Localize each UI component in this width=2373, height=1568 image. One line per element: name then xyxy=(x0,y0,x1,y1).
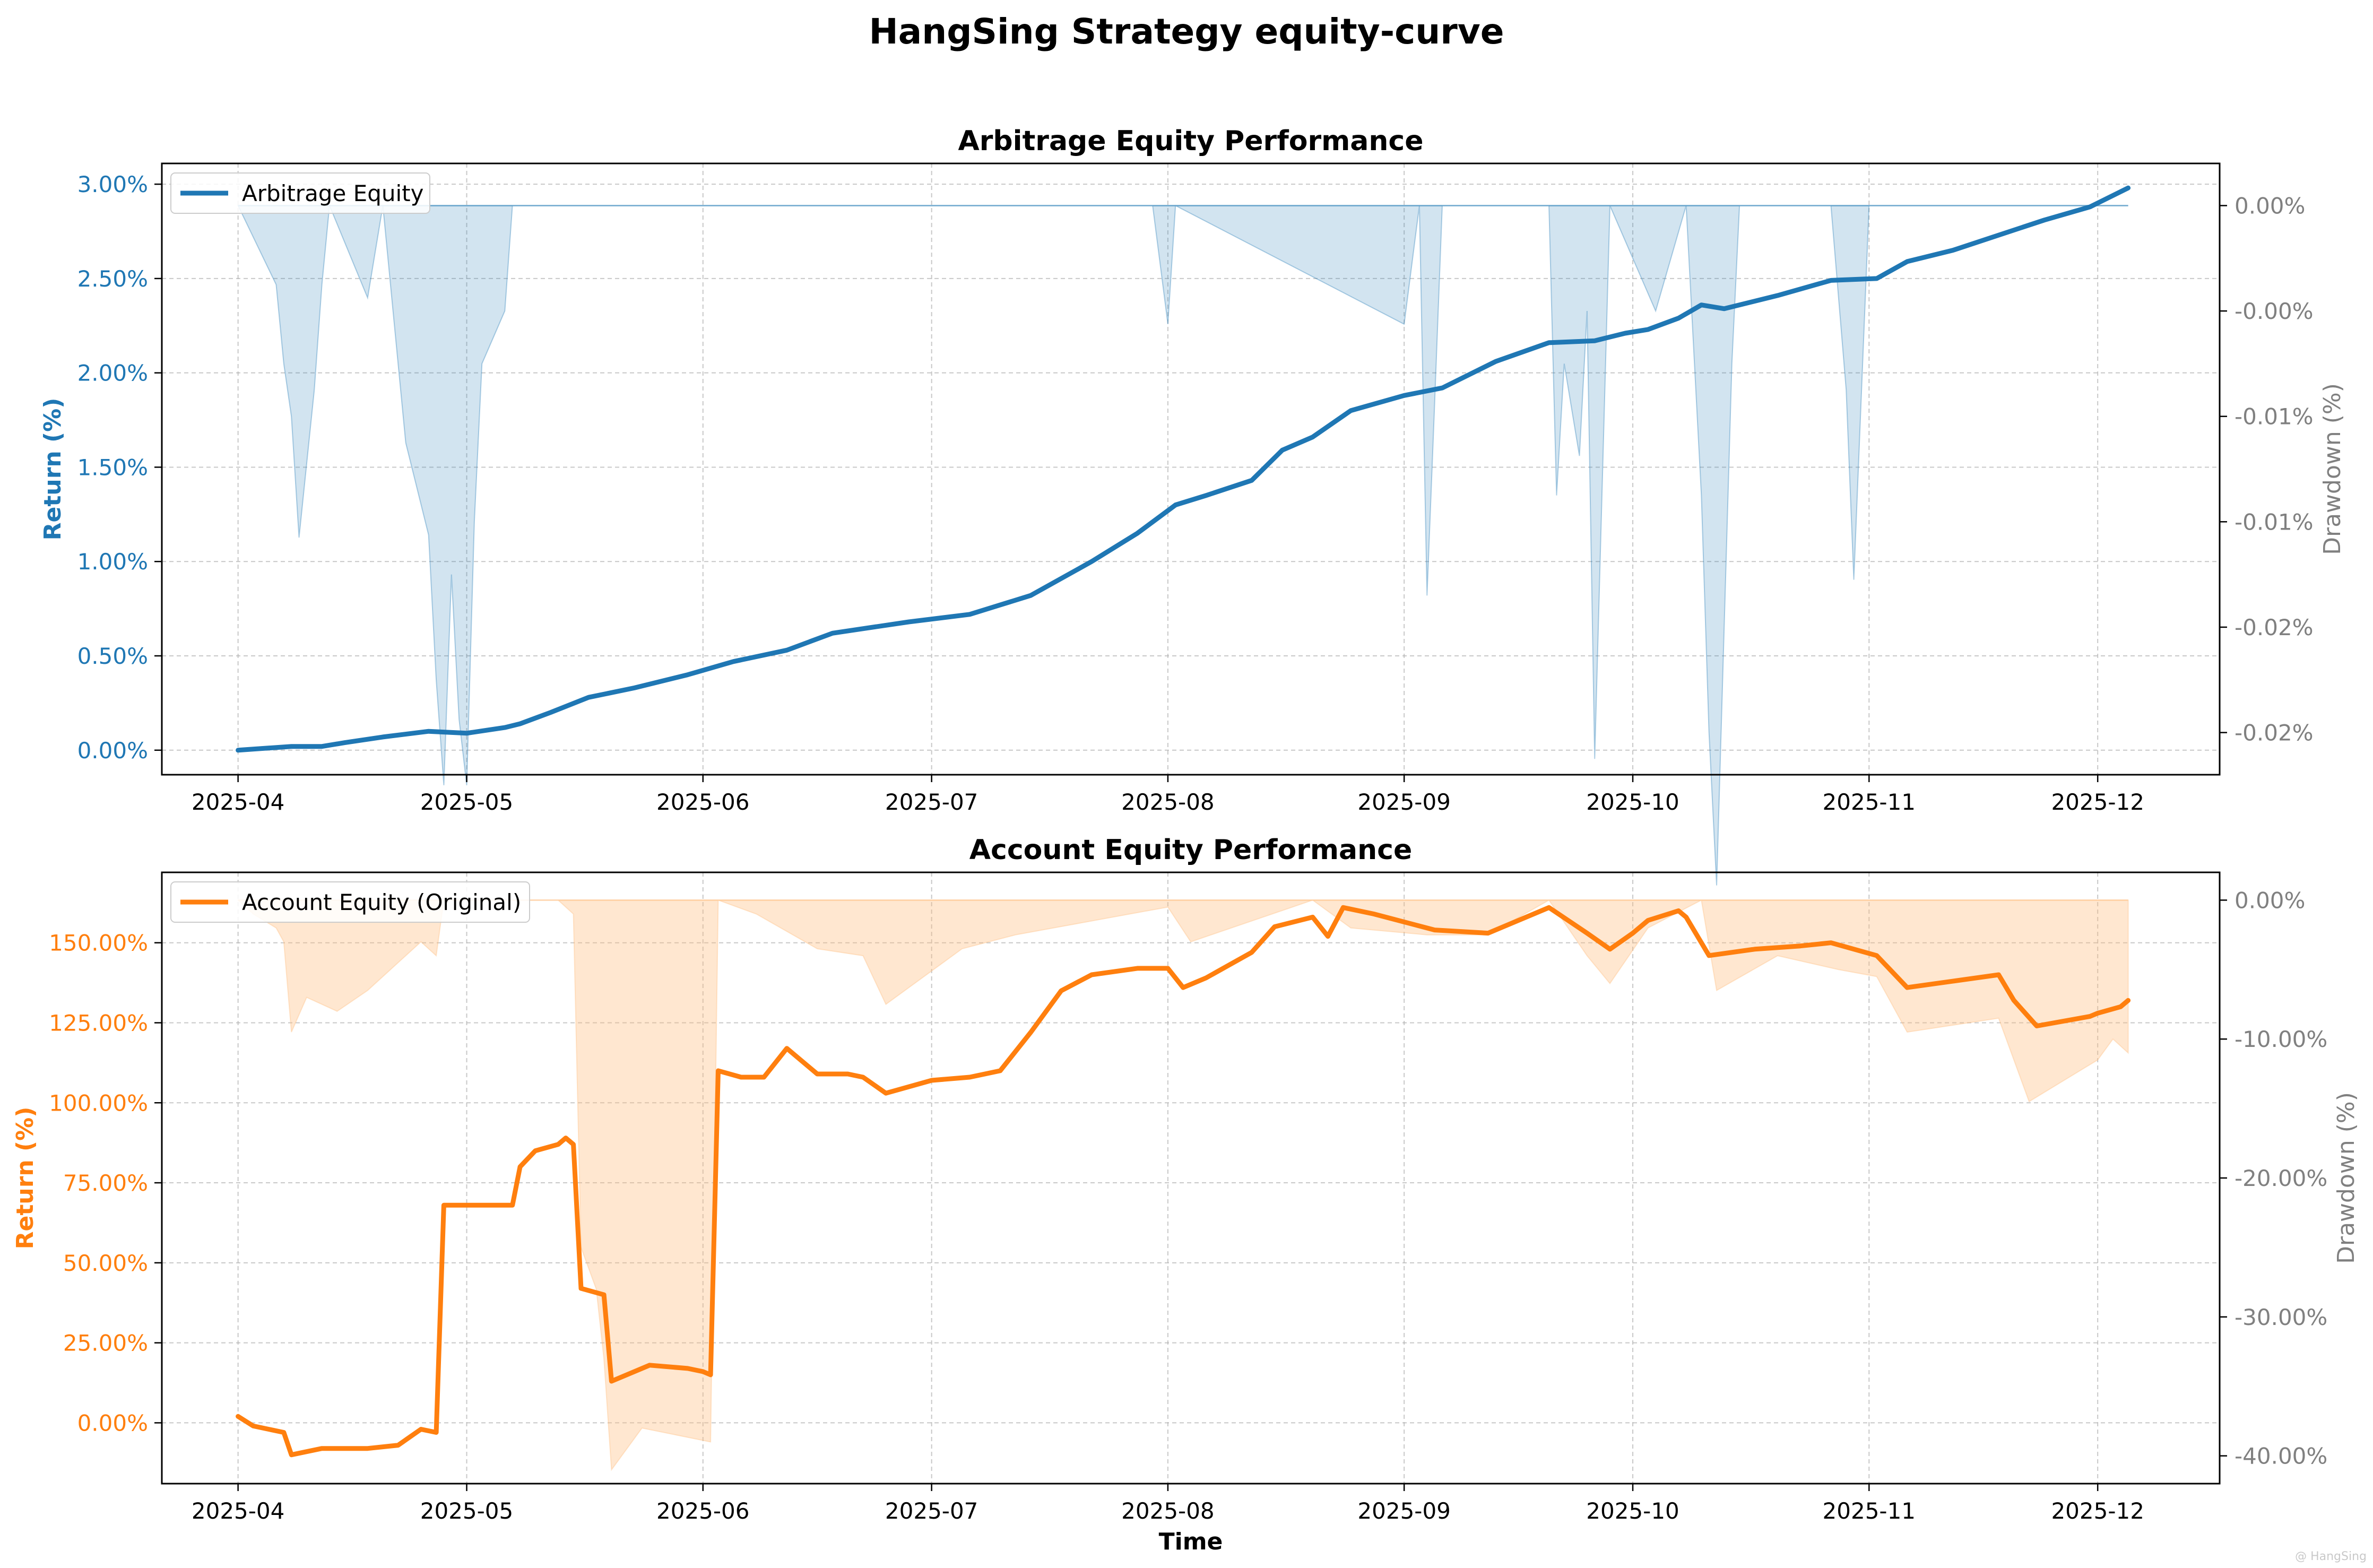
y-tick-label: 1.50% xyxy=(77,454,148,480)
x-tick-label: 2025-12 xyxy=(2051,789,2144,815)
account-y-axis-label: Return (%) xyxy=(12,1107,39,1250)
y-tick-label: 100.00% xyxy=(49,1090,148,1116)
x-tick-label: 2025-08 xyxy=(1121,1498,1215,1524)
y-tick-label: 2.00% xyxy=(77,360,148,386)
x-tick-label: 2025-07 xyxy=(885,789,978,815)
account-panel-title: Account Equity Performance xyxy=(969,834,1412,866)
account-right-y-axis: 0.00% -10.00% -20.00% -30.00% -40.00% xyxy=(2220,887,2327,1469)
x-tick-label: 2025-09 xyxy=(1357,789,1451,815)
y-tick-label: 25.00% xyxy=(63,1330,148,1356)
arbitrage-y-axis-label: Return (%) xyxy=(39,398,66,541)
x-tick-label: 2025-12 xyxy=(2051,1498,2144,1524)
account-equity-panel: Account Equity Performance 2025-04 2025-0… xyxy=(12,834,2360,1555)
x-tick-label: 2025-07 xyxy=(885,1498,978,1524)
y2-tick-label: -10.00% xyxy=(2235,1026,2327,1052)
arbitrage-x-axis: 2025-04 2025-05 2025-06 2025-07 2025-08 2025-… xyxy=(192,775,2144,815)
y2-tick-label: -0.02% xyxy=(2235,720,2314,746)
y2-tick-label: 0.00% xyxy=(2235,193,2305,219)
legend-label-arbitrage: Arbitrage Equity xyxy=(242,180,423,206)
y2-tick-label: -0.01% xyxy=(2235,509,2314,535)
x-tick-label: 2025-10 xyxy=(1586,789,1679,815)
y-tick-label: 0.00% xyxy=(77,738,148,764)
arbitrage-panel-title: Arbitrage Equity Performance xyxy=(958,125,1424,157)
x-tick-label: 2025-11 xyxy=(1823,1498,1916,1524)
y2-tick-label: -0.02% xyxy=(2235,614,2314,640)
arbitrage-right-y-axis: 0.00% -0.00% -0.01% -0.01% -0.02% -0.02% xyxy=(2220,193,2314,746)
watermark: @ HangSing xyxy=(2295,1550,2367,1563)
arbitrage-gridlines xyxy=(162,163,2220,775)
arbitrage-left-y-axis: 0.00% 0.50% 1.00% 1.50% 2.00% 2.50% 3.00% xyxy=(77,171,162,764)
account-legend: Account Equity (Original) xyxy=(170,881,530,923)
arbitrage-drawdown-area xyxy=(237,204,2128,886)
x-tick-label: 2025-05 xyxy=(420,789,514,815)
y-tick-label: 125.00% xyxy=(49,1010,148,1036)
equity-line xyxy=(236,905,2131,1458)
y-tick-label: 75.00% xyxy=(63,1170,148,1196)
x-tick-label: 2025-04 xyxy=(192,789,285,815)
x-axis-label: Time xyxy=(1159,1528,1223,1555)
arbitrage-legend: Arbitrage Equity xyxy=(170,172,430,214)
y-tick-label: 0.50% xyxy=(77,643,148,669)
account-left-y-axis: 0.00% 25.00% 50.00% 75.00% 100.00% 125.00% 150… xyxy=(49,930,162,1436)
x-tick-label: 2025-09 xyxy=(1357,1498,1451,1524)
x-tick-label: 2025-05 xyxy=(420,1498,514,1524)
figure-title: HangSing Strategy equity-curve xyxy=(869,11,1504,52)
y-tick-label: 1.00% xyxy=(77,549,148,575)
x-tick-label: 2025-06 xyxy=(656,789,750,815)
y2-tick-label: -30.00% xyxy=(2235,1304,2327,1330)
x-tick-label: 2025-08 xyxy=(1121,789,1215,815)
y2-tick-label: -20.00% xyxy=(2235,1165,2327,1191)
y2-tick-label: 0.00% xyxy=(2235,887,2305,913)
y2-tick-label: -40.00% xyxy=(2235,1443,2327,1469)
y2-tick-label: -0.00% xyxy=(2235,298,2314,324)
y-tick-label: 50.00% xyxy=(63,1250,148,1276)
arbitrage-drawdown-axis-label: Drawdown (%) xyxy=(2319,383,2346,555)
account-drawdown-axis-label: Drawdown (%) xyxy=(2333,1092,2360,1264)
arbitrage-equity-panel: Arbitrage Equity Performance 2025-04 2025… xyxy=(39,125,2346,886)
y-tick-label: 150.00% xyxy=(49,930,148,956)
account-x-axis: 2025-04 2025-05 2025-06 2025-07 2025-08 2025-… xyxy=(192,1484,2144,1524)
x-tick-label: 2025-04 xyxy=(192,1498,285,1524)
y-tick-label: 3.00% xyxy=(77,171,148,197)
x-tick-label: 2025-11 xyxy=(1823,789,1916,815)
drawdown-area xyxy=(237,204,2128,886)
x-tick-label: 2025-10 xyxy=(1586,1498,1679,1524)
account-equity-line xyxy=(236,905,2131,1458)
account-gridlines xyxy=(162,872,2220,1484)
x-tick-label: 2025-06 xyxy=(656,1498,750,1524)
arbitrage-equity-line xyxy=(236,185,2131,753)
y-tick-label: 2.50% xyxy=(77,266,148,292)
arbitrage-plot-frame xyxy=(161,162,2221,776)
legend-label-account: Account Equity (Original) xyxy=(242,889,521,915)
y2-tick-label: -0.01% xyxy=(2235,404,2314,430)
equity-line xyxy=(236,185,2131,753)
y-tick-label: 0.00% xyxy=(77,1410,148,1436)
